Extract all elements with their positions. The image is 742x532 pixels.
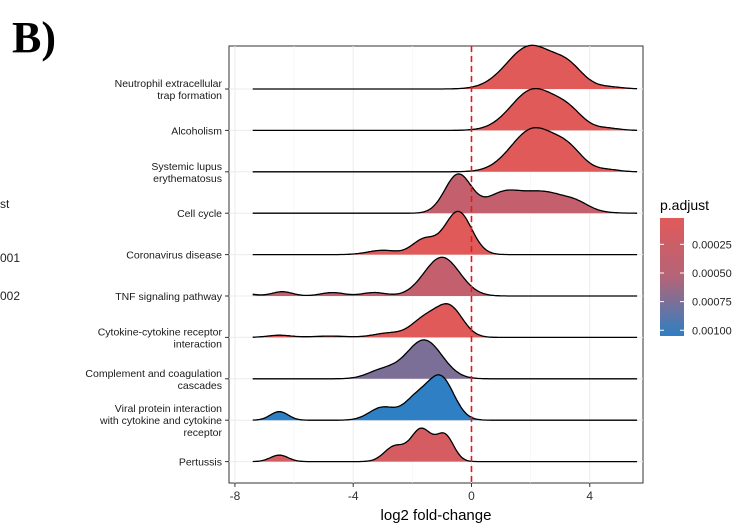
ridge-outline bbox=[252, 427, 638, 463]
left-fragment-3: 002 bbox=[0, 289, 20, 303]
ridge-cell-cycle bbox=[252, 173, 638, 214]
y-label-viral-protein-interaction-with-cytokine-and-cytokine-receptor: Viral protein interaction with cytokine a… bbox=[99, 403, 222, 439]
ridge-fill bbox=[257, 374, 481, 421]
y-label-coronavirus-disease: Coronavirus disease bbox=[126, 250, 222, 262]
ridge-tnf-signaling-pathway bbox=[252, 256, 638, 297]
x-tick-label: -4 bbox=[348, 489, 359, 503]
x-axis: -8 -4 0 4 bbox=[230, 483, 593, 503]
ridge-viral-protein-interaction-with-cytokine-and-cytokine-receptor bbox=[252, 374, 638, 421]
y-label-pertussis: Pertussis bbox=[179, 457, 222, 469]
y-label-complement-and-coagulation-cascades: Complement and coagulation cascades bbox=[85, 368, 222, 392]
ridge-outline bbox=[252, 339, 638, 380]
ridge-complement-and-coagulation-cascades bbox=[252, 339, 638, 380]
ridge-outline bbox=[252, 256, 638, 297]
y-axis-labels: Neutrophil extracellular trap formation Al… bbox=[85, 78, 229, 469]
ridge-coronavirus-disease bbox=[252, 210, 638, 256]
legend-tick-label: 0.00100 bbox=[692, 325, 732, 337]
y-label-cytokine-cytokine-receptor-interaction: Cytokine-cytokine receptor interaction bbox=[98, 326, 223, 350]
y-label-tnf-signaling-pathway: TNF signaling pathway bbox=[115, 291, 223, 303]
ridge-pertussis bbox=[252, 427, 638, 463]
legend-tick-label: 0.00050 bbox=[692, 268, 732, 280]
legend-tick-label: 0.00075 bbox=[692, 297, 732, 309]
ridge-outline bbox=[252, 44, 638, 90]
y-label-cell-cycle: Cell cycle bbox=[177, 208, 222, 220]
left-fragment-1: st bbox=[0, 197, 10, 211]
ridge-fill bbox=[258, 428, 470, 462]
x-tick-label: 4 bbox=[586, 489, 593, 503]
ridges bbox=[252, 44, 638, 463]
ridge-outline bbox=[252, 374, 638, 421]
left-cropped-fragments: st 001 002 bbox=[0, 197, 20, 303]
ridge-neutrophil-extracellular-trap-formation bbox=[252, 44, 638, 90]
ridge-alcoholism bbox=[252, 87, 638, 132]
ridge-fill bbox=[252, 257, 496, 296]
ridge-fill bbox=[418, 173, 617, 214]
y-label-systemic-lupus-erythematosus: Systemic lupus erythematosus bbox=[151, 161, 222, 185]
legend-colorbar bbox=[660, 218, 684, 336]
legend-title: p.adjust bbox=[660, 197, 709, 213]
ridge-fill bbox=[467, 127, 629, 172]
ridge-outline bbox=[252, 173, 638, 214]
x-tick-label: -8 bbox=[230, 489, 241, 503]
y-label-alcoholism: Alcoholism bbox=[171, 125, 222, 137]
color-legend: p.adjust 0.00025 0.00050 0.00075 0.00100 bbox=[660, 197, 732, 337]
x-axis-title: log2 fold-change bbox=[381, 507, 492, 524]
ridge-outline bbox=[252, 87, 638, 132]
ridge-fill bbox=[258, 303, 488, 338]
x-tick-label: 0 bbox=[468, 489, 475, 503]
ridge-fill bbox=[459, 45, 633, 89]
left-fragment-2: 001 bbox=[0, 251, 20, 265]
ridge-outline bbox=[252, 127, 638, 173]
ridge-cytokine-cytokine-receptor-interaction bbox=[252, 303, 638, 339]
ridge-systemic-lupus-erythematosus bbox=[252, 127, 638, 173]
ridge-outline bbox=[252, 303, 638, 339]
ridge-fill bbox=[467, 88, 629, 131]
y-label-neutrophil-extracellular-trap-formation: Neutrophil extracellular trap formation bbox=[115, 78, 223, 102]
ridge-fill bbox=[351, 211, 499, 255]
legend-tick-label: 0.00025 bbox=[692, 239, 732, 251]
panel-label: B) bbox=[12, 13, 56, 62]
ridge-outline bbox=[252, 210, 638, 256]
